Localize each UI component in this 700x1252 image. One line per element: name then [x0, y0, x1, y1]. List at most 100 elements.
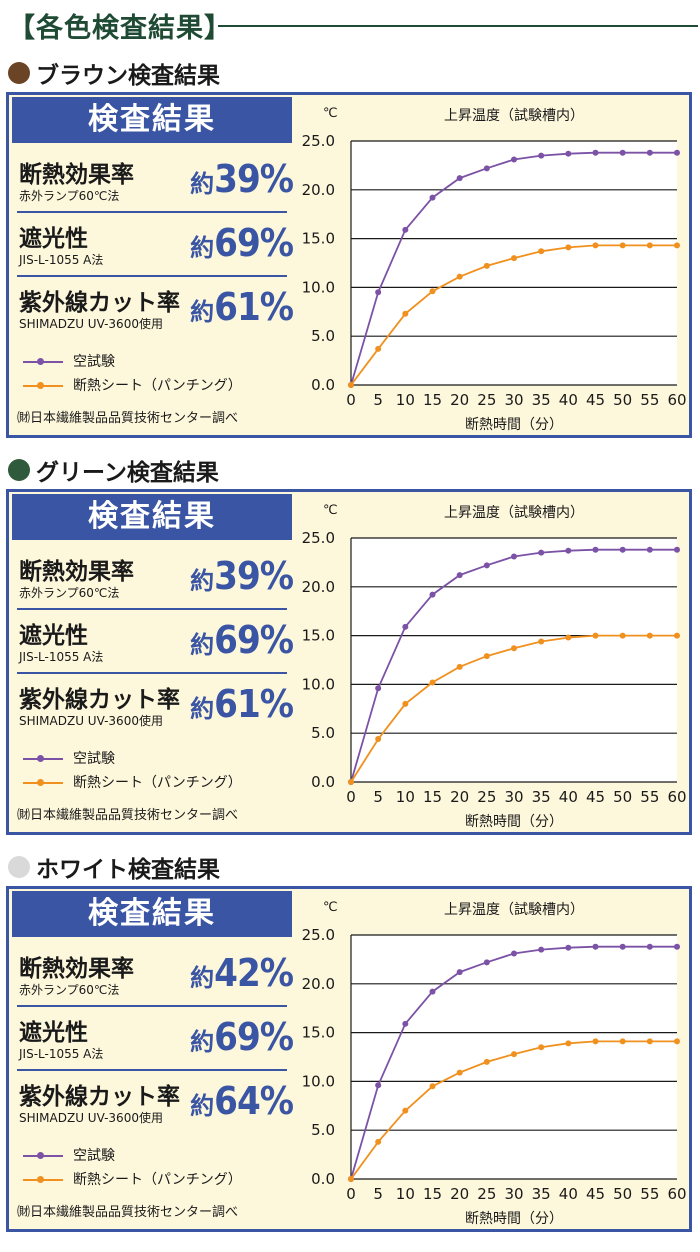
x-tick-label: 25 — [477, 391, 496, 409]
data-point — [674, 943, 680, 950]
legend-label: 空試験 — [73, 1148, 115, 1164]
y-tick-label: 0.0 — [311, 773, 335, 791]
data-point — [483, 1058, 490, 1065]
section-title: グリーン検査結果 — [36, 460, 219, 486]
data-point — [674, 632, 680, 639]
result-label: 断熱効果率 — [19, 956, 134, 982]
data-point — [619, 1038, 626, 1045]
data-point — [592, 632, 599, 639]
data-point — [674, 1038, 680, 1045]
result-row-shading: 遮光性 JIS-L-1055 A法 約69% — [17, 213, 294, 277]
legend-label: 空試験 — [73, 751, 115, 767]
data-point — [348, 779, 354, 785]
color-dot-icon — [8, 459, 30, 481]
x-tick-label: 45 — [586, 788, 605, 806]
x-axis-label: 断熱時間（分） — [465, 814, 563, 830]
result-label: 紫外線カット率 — [19, 687, 180, 713]
data-point — [538, 638, 545, 645]
y-tick-label: 5.0 — [311, 724, 335, 742]
data-point — [429, 1083, 436, 1090]
data-point — [483, 653, 490, 660]
x-tick-label: 0 — [346, 391, 356, 409]
result-value: 約69% — [190, 221, 294, 265]
legend-item-insulation: 断熱シート（パンチング） — [17, 1169, 287, 1191]
approx-prefix: 約 — [190, 695, 215, 723]
badge-label: 検査結果 — [88, 896, 216, 931]
x-axis-label: 断熱時間（分） — [465, 1211, 563, 1227]
result-method: JIS-L-1055 A法 — [19, 253, 104, 267]
temperature-chart: 上昇温度（試験槽内） ℃ 0.0 5.0 10.0 15.0 20.0 25.0 0 5 10 15 2… — [302, 106, 687, 433]
result-value: 約39% — [190, 157, 294, 201]
section-title: ブラウン検査結果 — [36, 63, 220, 89]
data-point — [619, 546, 626, 553]
legend-marker — [37, 382, 44, 389]
result-label: 遮光性 — [19, 623, 88, 649]
data-point — [429, 591, 436, 598]
data-point — [483, 165, 490, 172]
data-point — [402, 700, 409, 707]
data-point — [674, 546, 680, 553]
approx-prefix: 約 — [190, 567, 215, 595]
data-point — [456, 663, 463, 670]
x-tick-label: 60 — [667, 1185, 686, 1203]
legend-item-insulation: 断熱シート（パンチング） — [17, 772, 287, 794]
approx-prefix: 約 — [190, 631, 215, 659]
legend-marker — [37, 755, 44, 762]
result-badge: 検査結果 — [12, 891, 292, 937]
percent-value: 39% — [214, 554, 294, 598]
result-label: 断熱効果率 — [19, 162, 134, 188]
data-point — [619, 242, 626, 249]
badge-label: 検査結果 — [88, 499, 216, 534]
data-point — [456, 969, 463, 976]
legend-marker — [37, 779, 44, 786]
legend-marker — [37, 1152, 44, 1159]
x-tick-label: 35 — [532, 1185, 551, 1203]
section-heading: グリーン検査結果 — [8, 455, 219, 486]
result-row-uv-cut: 紫外線カット率 SHIMADZU UV-3600使用 約61% — [17, 674, 294, 736]
result-value: 約61% — [190, 682, 294, 726]
percent-value: 42% — [214, 951, 294, 995]
data-point — [565, 1040, 572, 1047]
y-axis-unit: ℃ — [323, 900, 338, 915]
x-tick-label: 55 — [640, 1185, 659, 1203]
x-tick-label: 30 — [504, 391, 523, 409]
result-row-uv-cut: 紫外線カット率 SHIMADZU UV-3600使用 約64% — [17, 1071, 294, 1133]
data-point — [592, 242, 599, 249]
result-value: 約61% — [190, 285, 294, 329]
percent-value: 39% — [214, 157, 294, 201]
x-tick-label: 40 — [559, 391, 578, 409]
legend-item-blank: 空試験 — [17, 1145, 287, 1167]
x-tick-label: 20 — [450, 391, 469, 409]
result-method: SHIMADZU UV-3600使用 — [19, 1111, 163, 1125]
page-header: 【各色検査結果】 — [0, 6, 700, 46]
y-tick-label: 20.0 — [302, 975, 335, 993]
x-tick-label: 50 — [613, 1185, 632, 1203]
x-tick-label: 5 — [373, 788, 383, 806]
color-dot-icon — [8, 856, 30, 878]
x-tick-label: 5 — [373, 1185, 383, 1203]
data-point — [646, 943, 653, 950]
x-tick-label: 35 — [532, 391, 551, 409]
plot-area — [351, 141, 677, 385]
data-point — [511, 156, 517, 163]
x-axis-label: 断熱時間（分） — [465, 417, 563, 433]
data-point — [511, 255, 517, 262]
section-title: ホワイト検査結果 — [36, 857, 220, 883]
data-point — [375, 289, 382, 296]
x-tick-label: 15 — [423, 1185, 442, 1203]
x-tick-label: 55 — [640, 391, 659, 409]
data-point — [483, 262, 490, 269]
approx-prefix: 約 — [190, 1028, 215, 1056]
data-point — [348, 1176, 354, 1182]
approx-prefix: 約 — [190, 234, 215, 262]
data-point — [456, 572, 463, 579]
header-rule — [218, 25, 698, 27]
legend-label: 断熱シート（パンチング） — [73, 378, 242, 394]
result-method: JIS-L-1055 A法 — [19, 650, 104, 664]
result-method: SHIMADZU UV-3600使用 — [19, 317, 163, 331]
y-axis-unit: ℃ — [323, 503, 338, 518]
page-title: 【各色検査結果】 — [8, 13, 232, 44]
data-point — [646, 546, 653, 553]
data-point — [483, 959, 490, 966]
data-point — [511, 1051, 517, 1058]
